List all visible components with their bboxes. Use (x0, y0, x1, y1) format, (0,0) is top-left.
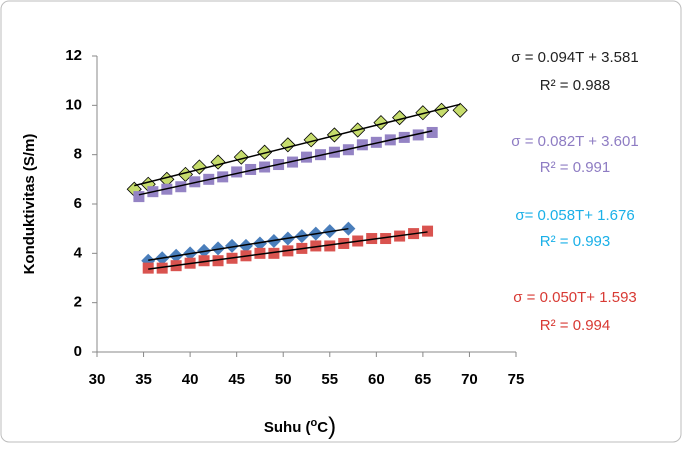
r-squared: R² = 0.993 (540, 233, 610, 250)
point (233, 149, 249, 165)
point (422, 225, 434, 237)
point (175, 181, 187, 193)
x-title-text: Suhu ( (264, 419, 311, 436)
trendline (134, 103, 461, 187)
point (412, 129, 424, 141)
point (210, 154, 226, 170)
x-tick-label: 35 (135, 371, 152, 388)
x-tick-label: 70 (461, 371, 478, 388)
point (252, 236, 267, 251)
x-tick-label: 40 (182, 371, 199, 388)
point (231, 166, 243, 178)
equation: σ = 0.050T+ 1.593 (513, 289, 637, 306)
x-axis-title: Suhu (oC) (264, 413, 336, 440)
equation: σ = 0.082T + 3.601 (511, 133, 638, 150)
y-tick-label: 6 (74, 195, 82, 212)
point (257, 144, 273, 160)
point (133, 191, 145, 203)
y-axis-title: Konduktivitas (S/m) (21, 134, 38, 275)
x-tick-label: 75 (508, 371, 525, 388)
x-tick-label: 55 (321, 371, 338, 388)
r-squared: R² = 0.994 (540, 317, 610, 334)
point (212, 255, 224, 267)
y-tick-label: 0 (74, 343, 82, 360)
point (324, 240, 336, 252)
point (341, 221, 356, 236)
point (142, 262, 154, 274)
trendline (138, 130, 433, 196)
y-tick-label: 2 (74, 294, 82, 311)
point (189, 176, 201, 188)
x-title-close: ) (328, 413, 336, 440)
x-tick-label: 50 (275, 371, 292, 388)
point (301, 151, 312, 163)
point (356, 139, 368, 151)
equation: σ = 0.094T + 3.581 (511, 49, 638, 66)
y-tick-label: 10 (65, 96, 82, 113)
r-squared: R² = 0.988 (540, 77, 610, 94)
point (238, 238, 253, 253)
point (392, 110, 408, 126)
x-tick-label: 45 (228, 371, 245, 388)
point (198, 255, 210, 267)
r-squared: R² = 0.991 (540, 159, 610, 176)
point (303, 132, 319, 148)
y-tick-label: 4 (74, 244, 83, 261)
point (268, 247, 280, 259)
point (254, 247, 266, 259)
point (225, 238, 240, 253)
point (415, 105, 431, 121)
x-tick-label: 65 (415, 371, 432, 388)
point (191, 159, 207, 175)
x-title-unit: C (317, 419, 328, 436)
trendline (148, 227, 349, 261)
point (310, 240, 322, 252)
point (245, 163, 257, 175)
point (380, 233, 392, 245)
point (211, 241, 226, 256)
y-tick-label: 8 (74, 146, 82, 163)
x-tick-label: 60 (368, 371, 385, 388)
point (366, 233, 378, 245)
point (156, 262, 168, 274)
point (373, 115, 389, 131)
x-tick-label: 30 (89, 371, 106, 388)
point (452, 102, 468, 118)
x-title-sup: o (311, 417, 318, 429)
point (426, 126, 438, 138)
trendline (148, 231, 428, 270)
y-tick-label: 12 (65, 47, 82, 64)
equation: σ= 0.058T+ 1.676 (515, 207, 634, 224)
